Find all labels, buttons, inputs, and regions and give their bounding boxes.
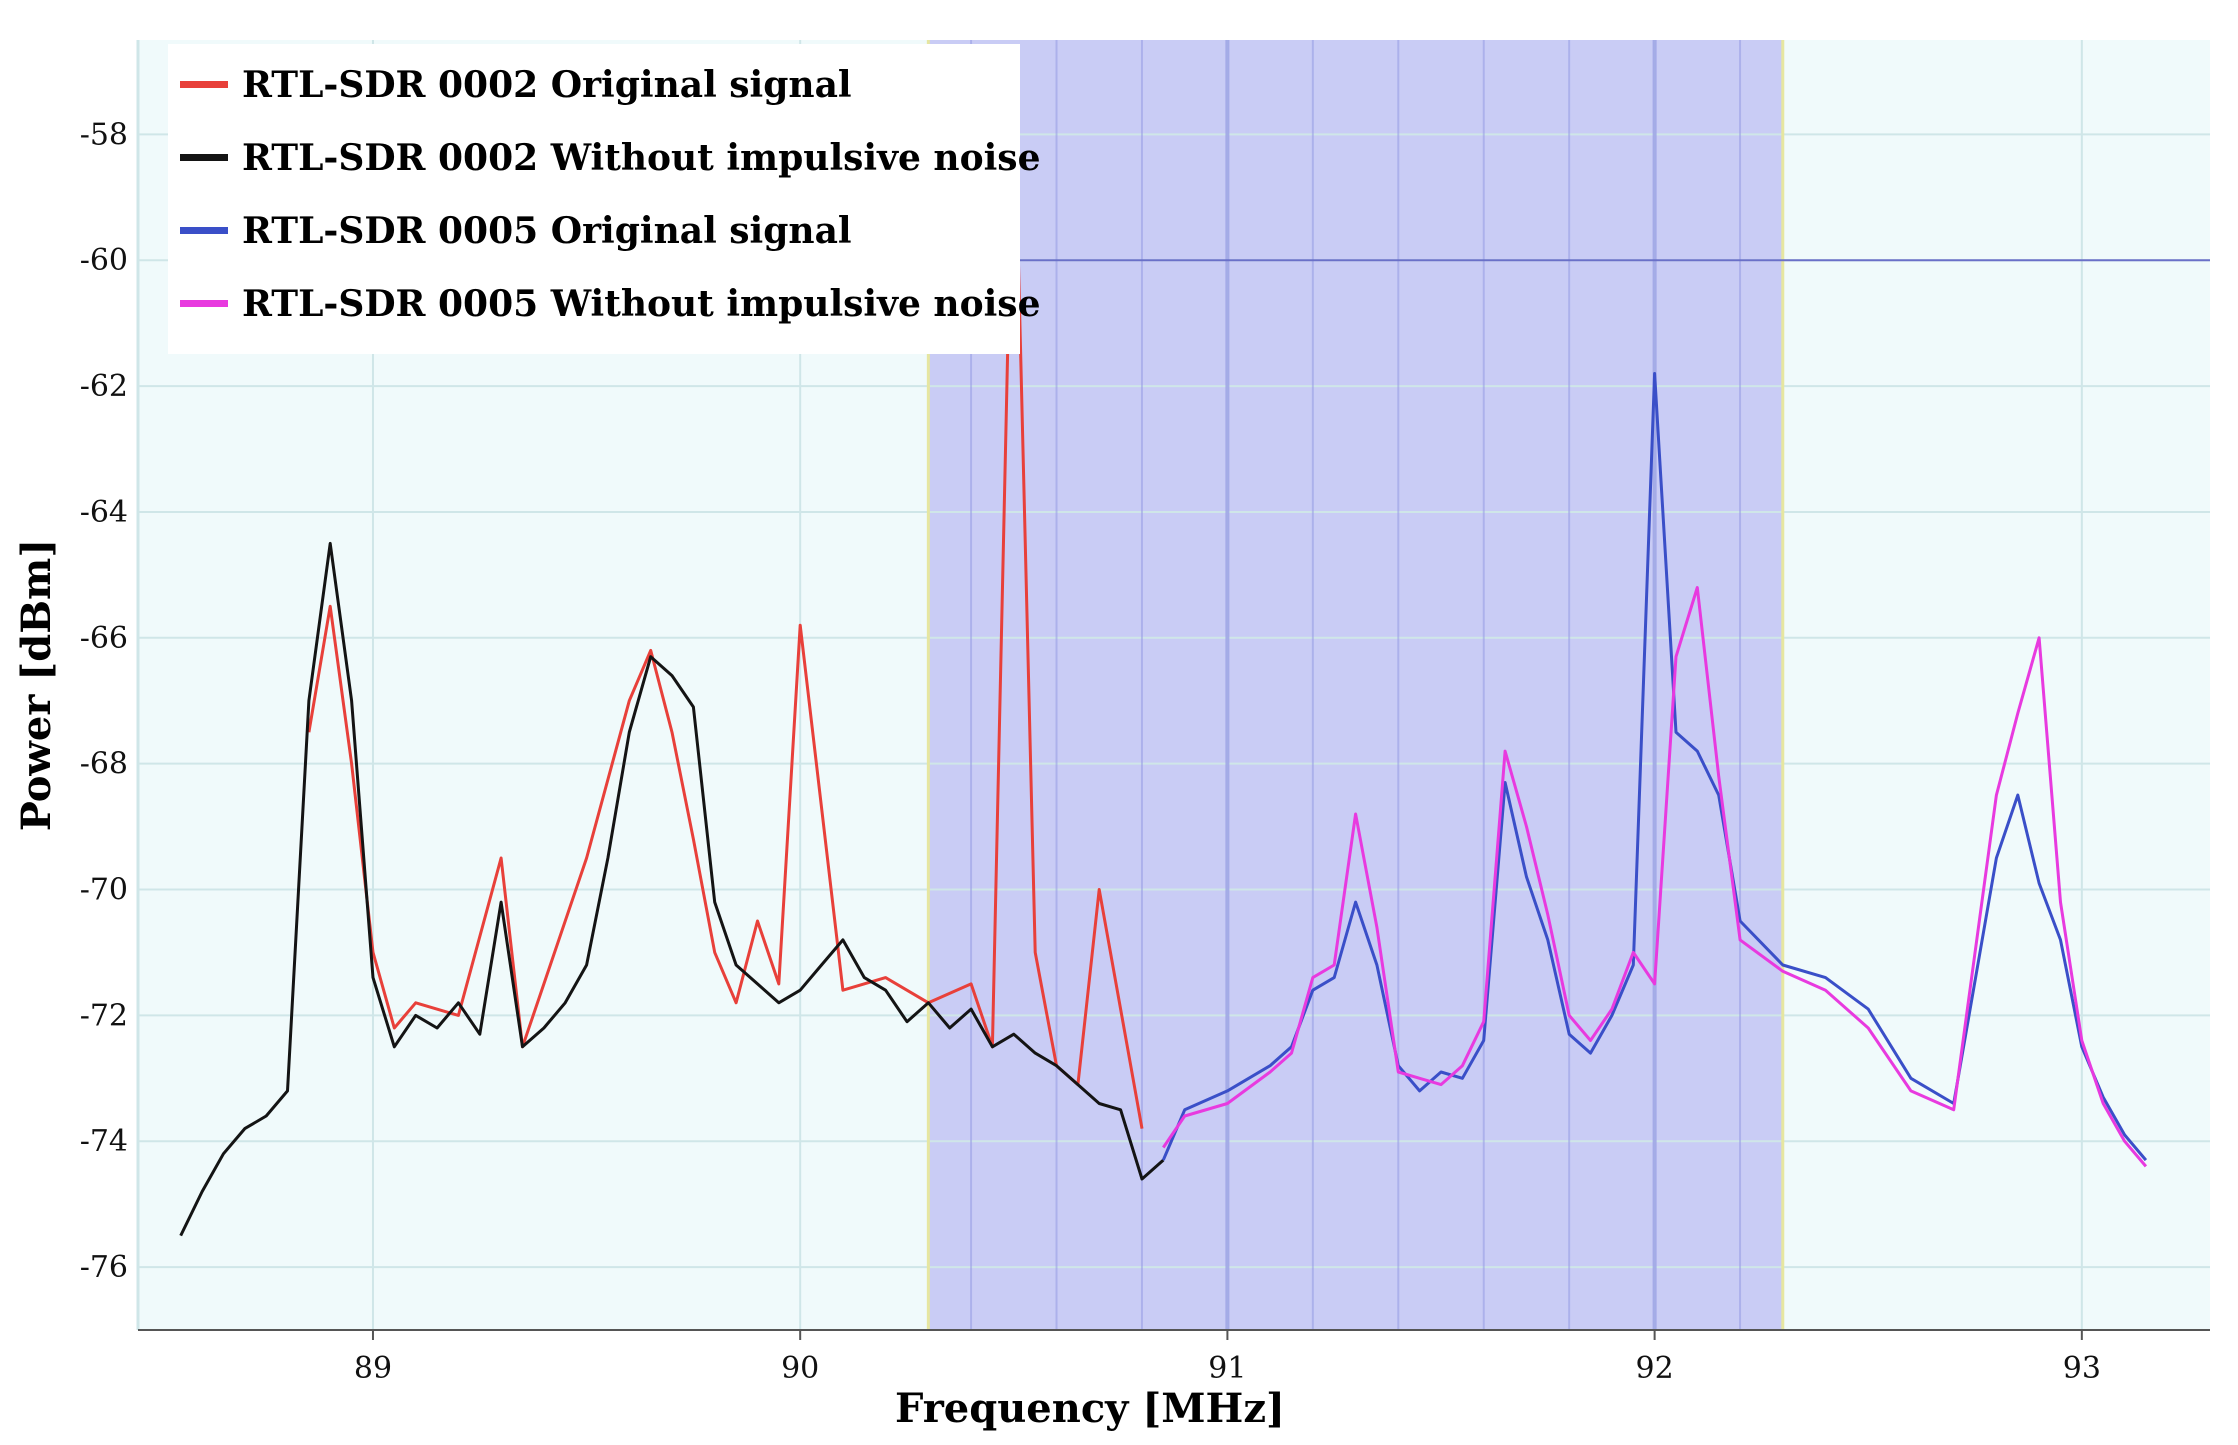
- y-tick-label: -72: [80, 998, 128, 1033]
- legend-swatch: [180, 154, 228, 161]
- legend-swatch: [180, 227, 228, 234]
- y-tick-label: -66: [80, 621, 128, 656]
- series-line-2: [179, 541, 1165, 1237]
- y-tick-label: -76: [80, 1250, 128, 1285]
- y-tick-label: -74: [80, 1124, 128, 1159]
- x-axis-ticks: 89 90 91 92 93: [354, 1330, 2101, 1386]
- x-axis-title: Frequency [MHz]: [895, 1385, 1285, 1432]
- x-tick-label: 90: [781, 1351, 819, 1386]
- y-axis-title: Power [dBm]: [13, 539, 60, 832]
- legend-box: [168, 44, 1020, 354]
- series-line-3: [1161, 372, 2148, 1162]
- x-tick-label: 92: [1636, 1351, 1674, 1386]
- series-line-4: [1162, 586, 2148, 1168]
- x-tick-label: 89: [354, 1351, 392, 1386]
- y-tick-label: -62: [80, 369, 128, 404]
- legend-swatch: [180, 81, 228, 88]
- legend-label: RTL-SDR 0002 Original signal: [242, 64, 852, 106]
- legend-label: RTL-SDR 0005 Original signal: [242, 210, 852, 252]
- x-tick-label: 93: [2063, 1351, 2101, 1386]
- y-tick-label: -70: [80, 873, 128, 908]
- legend: RTL-SDR 0002 Original signal RTL-SDR 0002…: [168, 44, 1040, 354]
- legend-label: RTL-SDR 0005 Without impulsive noise: [242, 283, 1040, 325]
- legend-label: RTL-SDR 0002 Without impulsive noise: [242, 137, 1040, 179]
- y-axis-ticks: -58 -60 -62 -64 -66 -68 -70 -72 -74 -76: [80, 117, 128, 1285]
- x-tick-label: 91: [1208, 1351, 1246, 1386]
- y-tick-label: -68: [80, 747, 128, 782]
- y-tick-label: -64: [80, 495, 128, 530]
- highlight-band: [928, 40, 1783, 1330]
- y-tick-label: -58: [80, 117, 128, 152]
- y-tick-label: -60: [80, 243, 128, 278]
- legend-swatch: [180, 300, 228, 307]
- series-layer: [179, 70, 2148, 1237]
